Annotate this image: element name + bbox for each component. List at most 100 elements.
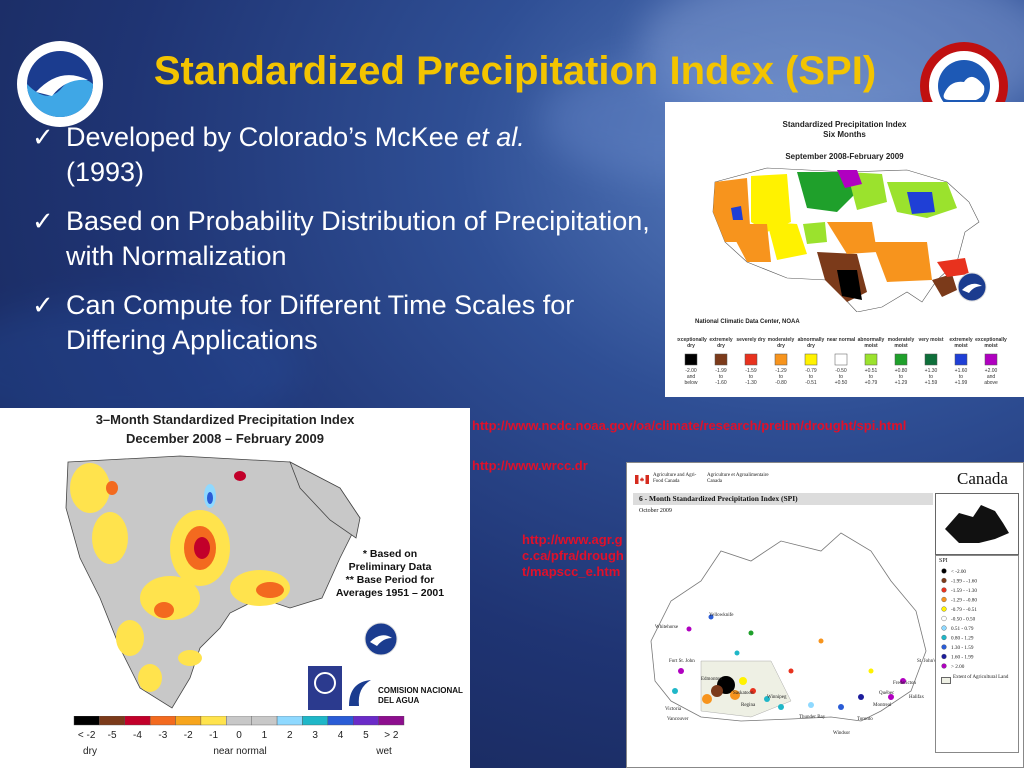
scale-swatch bbox=[353, 716, 379, 726]
canada-spi-map bbox=[650, 532, 927, 722]
canada-flag-icon bbox=[635, 475, 649, 484]
note-line: * Based on bbox=[362, 548, 418, 560]
extent-swatch bbox=[941, 677, 951, 684]
legend-label: abnormally moist bbox=[858, 337, 885, 349]
bullet-list: ✓ Developed by Colorado’s McKee et al. (… bbox=[30, 120, 670, 372]
legend-swatch bbox=[834, 353, 848, 366]
noaa-logo-small-icon bbox=[364, 622, 398, 656]
legend-range: -1.59 to -1.30 bbox=[745, 368, 757, 386]
noaa-logo-small-icon bbox=[957, 272, 987, 302]
legend-swatch bbox=[744, 353, 758, 366]
extent-label: Extent of Agricultural Land bbox=[953, 675, 1009, 680]
city-label: Vancouver bbox=[667, 717, 689, 722]
bullet-text-continued: (1993) bbox=[66, 157, 145, 187]
scale-tick-label: 2 bbox=[287, 730, 293, 741]
legend-dot bbox=[941, 587, 947, 593]
scale-tick-label: 0 bbox=[236, 730, 242, 741]
scale-swatch bbox=[124, 716, 151, 726]
conagua-logo-icon bbox=[349, 680, 371, 706]
ncdc-link[interactable]: http://www.ncdc.noaa.gov/oa/climate/rese… bbox=[472, 418, 907, 433]
legend-range: -1.29 - -0.80 bbox=[951, 598, 977, 604]
legend-dot bbox=[941, 615, 947, 622]
legend-swatch bbox=[984, 353, 998, 366]
scale-tick-label: -3 bbox=[158, 730, 167, 741]
city-label: Fredericton bbox=[893, 681, 917, 686]
scale-caption: dry bbox=[83, 746, 97, 757]
city-label: Fort St. John bbox=[669, 659, 695, 664]
legend-label: moderately moist bbox=[888, 337, 915, 349]
bullet-text: Developed by Colorado’s McKee bbox=[66, 122, 467, 152]
agr-link[interactable]: http://www.agr.gc.ca/pfra/drought/mapscc… bbox=[522, 532, 624, 579]
wrcc-link[interactable]: http://www.wrcc.dr bbox=[472, 458, 588, 473]
bullet-text-italic: et al. bbox=[466, 122, 525, 152]
legend-label: exceptionally moist bbox=[975, 337, 1007, 349]
agency-name-line: DEL AGUA bbox=[378, 696, 420, 705]
city-label: Halifax bbox=[909, 695, 924, 700]
three-month-color-scale: < -2 -5 -4 -3 -2 -1 0 1 2 3 4 5 > 2 dry near normal wet bbox=[73, 716, 405, 757]
legend-range: -0.50 - 0.50 bbox=[951, 617, 976, 623]
legend-label: near normal bbox=[827, 337, 856, 343]
scale-swatch bbox=[149, 716, 176, 726]
legend-frame bbox=[935, 555, 1019, 753]
scale-tick-label: > 2 bbox=[384, 730, 399, 741]
legend-swatch bbox=[774, 353, 788, 366]
legend-swatch bbox=[714, 353, 728, 366]
city-label: Yellowknife bbox=[709, 613, 734, 618]
us-spi-map bbox=[712, 167, 980, 312]
legend-dot bbox=[941, 634, 947, 641]
canada-map-period: October 2009 bbox=[639, 508, 672, 514]
note-line: ** Base Period for bbox=[345, 574, 435, 586]
city-label: Québec bbox=[879, 691, 895, 696]
bullet-item: ✓ Based on Probability Distribution of P… bbox=[30, 204, 670, 274]
scale-tick-label: < -2 bbox=[78, 730, 96, 741]
us-mexico-spi-map bbox=[65, 455, 361, 709]
legend-swatch bbox=[804, 353, 818, 366]
legend-range: > 2.00 bbox=[951, 664, 965, 670]
city-label: Windsor bbox=[833, 731, 851, 736]
city-label: Montreal bbox=[873, 703, 892, 708]
legend-dot bbox=[941, 653, 947, 660]
scale-swatch bbox=[175, 716, 202, 726]
legend-range: -0.50 to +0.50 bbox=[835, 368, 848, 386]
scale-tick-label: -4 bbox=[133, 730, 142, 741]
canada-legend-title: SPI bbox=[939, 558, 948, 564]
legend-label: abnormally dry bbox=[798, 337, 825, 349]
scale-tick-label: 4 bbox=[338, 730, 344, 741]
header-left-text: Agriculture and Agri-Food Canada bbox=[653, 473, 697, 484]
legend-dot bbox=[941, 606, 947, 612]
three-month-title: 3–Month Standardized Precipitation Index bbox=[95, 412, 355, 427]
bullet-text: Based on Probability Distribution of Pre… bbox=[66, 206, 650, 271]
us-map-title: Standardized Precipitation Index bbox=[782, 120, 907, 129]
scale-tick-label: 3 bbox=[312, 730, 318, 741]
us-map-subtitle: Six Months bbox=[823, 130, 866, 139]
legend-label: severely dry bbox=[736, 337, 765, 343]
legend-label: extremely dry bbox=[709, 337, 733, 349]
legend-swatch bbox=[924, 353, 938, 366]
us-map-period: September 2008-February 2009 bbox=[785, 152, 904, 161]
us-six-month-spi-map: Standardized Precipitation Index Six Mon… bbox=[665, 102, 1024, 397]
legend-range: 0.80 - 1.29 bbox=[951, 636, 974, 642]
scale-tick-label: -1 bbox=[209, 730, 218, 741]
bullet-text: Can Compute for Different Time Scales fo… bbox=[66, 290, 575, 355]
city-label: St. John's bbox=[917, 659, 936, 664]
scale-tick-label: 5 bbox=[363, 730, 369, 741]
bullet-item: ✓ Developed by Colorado’s McKee et al. (… bbox=[30, 120, 670, 190]
scale-swatch bbox=[226, 716, 252, 726]
agency-name-line: COMISION NACIONAL bbox=[378, 686, 463, 695]
legend-swatch bbox=[684, 353, 698, 366]
legend-range: +1.60 to +1.99 bbox=[955, 368, 968, 386]
scale-swatch bbox=[327, 716, 354, 726]
city-label: Winnipeg bbox=[767, 695, 787, 700]
legend-label: very moist bbox=[918, 337, 943, 343]
legend-range: 1.60 - 1.99 bbox=[951, 655, 974, 661]
scale-swatch bbox=[302, 716, 329, 726]
legend-range: 0.51 - 0.79 bbox=[951, 626, 974, 632]
city-label: Victoria bbox=[665, 707, 682, 712]
legend-range: -1.99 to -1.60 bbox=[715, 368, 727, 386]
checkmark-icon: ✓ bbox=[32, 206, 54, 236]
legend-label: moderately dry bbox=[768, 337, 795, 349]
legend-swatch bbox=[894, 353, 908, 366]
legend-swatch bbox=[954, 353, 968, 366]
checkmark-icon: ✓ bbox=[32, 290, 54, 320]
